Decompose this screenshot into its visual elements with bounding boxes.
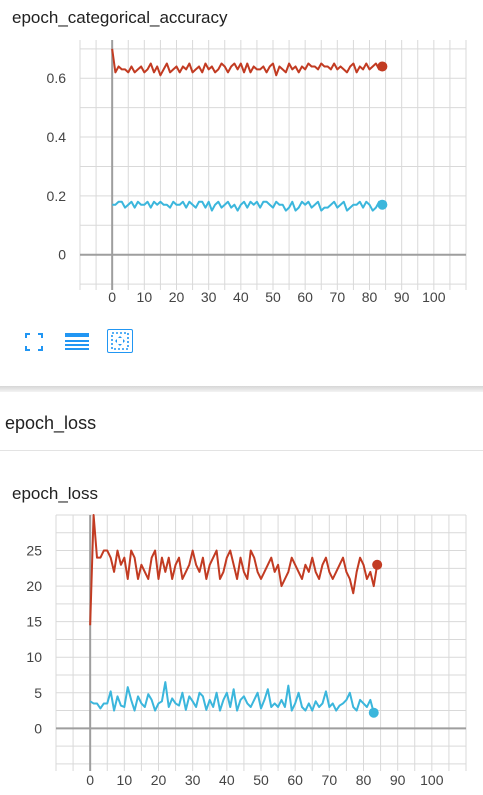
y-tick-label: 10	[26, 649, 42, 665]
y-tick-label: 20	[26, 578, 42, 594]
fit-domain-icon[interactable]	[107, 329, 133, 353]
series-endpoint-1	[377, 199, 388, 210]
y-tick-label: 5	[34, 685, 42, 701]
accuracy-chart[interactable]: 0 0.2 0.4 0.6 0 10 20 30 40 50 60 70 80 90 100	[0, 40, 483, 340]
x-tick-label: 0	[108, 289, 116, 305]
x-tick-label: 90	[390, 772, 406, 788]
series-endpoint-0	[372, 559, 383, 570]
x-tick-label: 80	[356, 772, 372, 788]
x-tick-label: 70	[322, 772, 338, 788]
x-tick-label: 20	[151, 772, 167, 788]
x-tick-label: 50	[253, 772, 269, 788]
x-tick-label: 60	[297, 289, 313, 305]
chart-title-loss: epoch_loss	[12, 484, 99, 503]
x-tick-label: 70	[330, 289, 346, 305]
x-tick-label: 80	[362, 289, 378, 305]
y-tick-label: 0.6	[47, 70, 67, 86]
y-tick-label: 15	[26, 614, 42, 630]
y-tick-label: 25	[26, 543, 42, 559]
x-tick-label: 30	[185, 772, 201, 788]
section-title: epoch_loss	[5, 413, 97, 433]
x-tick-label: 30	[201, 289, 217, 305]
chart-title-accuracy: epoch_categorical_accuracy	[12, 8, 228, 27]
series-endpoint-1	[368, 707, 379, 718]
y-tick-label: 0.2	[47, 188, 67, 204]
x-tick-label: 10	[117, 772, 133, 788]
y-tick-label: 0	[58, 247, 66, 263]
x-tick-label: 50	[265, 289, 281, 305]
series-endpoint-0	[377, 61, 388, 72]
series-line-1	[89, 681, 375, 713]
x-tick-label: 40	[233, 289, 249, 305]
x-tick-label: 90	[394, 289, 410, 305]
series-line-0	[111, 48, 384, 77]
x-tick-label: 20	[169, 289, 185, 305]
series-line-1	[112, 200, 384, 212]
x-tick-label: 0	[86, 772, 94, 788]
x-tick-label: 60	[287, 772, 303, 788]
y-tick-label: 0.4	[47, 129, 67, 145]
list-view-icon[interactable]	[64, 330, 89, 354]
fullscreen-icon[interactable]	[22, 330, 46, 354]
y-tick-label: 0	[34, 720, 42, 736]
x-tick-label: 100	[420, 772, 444, 788]
x-tick-label: 100	[422, 289, 446, 305]
loss-chart[interactable]: 0 5 10 15 20 25 0 10 20 30 40 50 60 70 80 90 100	[0, 513, 483, 795]
card-divider	[0, 386, 483, 392]
series-line-0	[89, 514, 379, 626]
section-divider	[0, 450, 483, 451]
x-tick-label: 10	[137, 289, 153, 305]
x-tick-label: 40	[219, 772, 235, 788]
